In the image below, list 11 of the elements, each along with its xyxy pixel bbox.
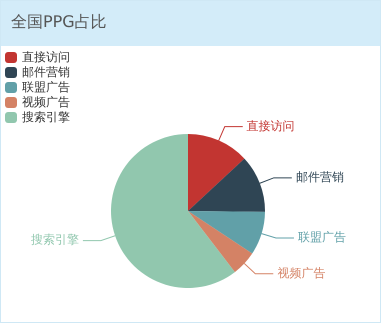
legend-label: 视频广告: [22, 94, 70, 111]
slice-label: 直接访问: [246, 118, 295, 133]
legend-label: 搜索引擎: [22, 109, 70, 126]
slice-label: 联盟广告: [298, 230, 346, 244]
legend-label: 直接访问: [22, 49, 70, 66]
legend-label: 联盟广告: [22, 79, 70, 96]
slice-label: 邮件营销: [296, 170, 344, 184]
slice-label: 视频广告: [277, 266, 326, 280]
slice-label: 搜索引擎: [30, 232, 79, 247]
legend-label: 邮件营销: [22, 64, 70, 81]
chart-title: 全国PPG占比: [11, 12, 107, 33]
